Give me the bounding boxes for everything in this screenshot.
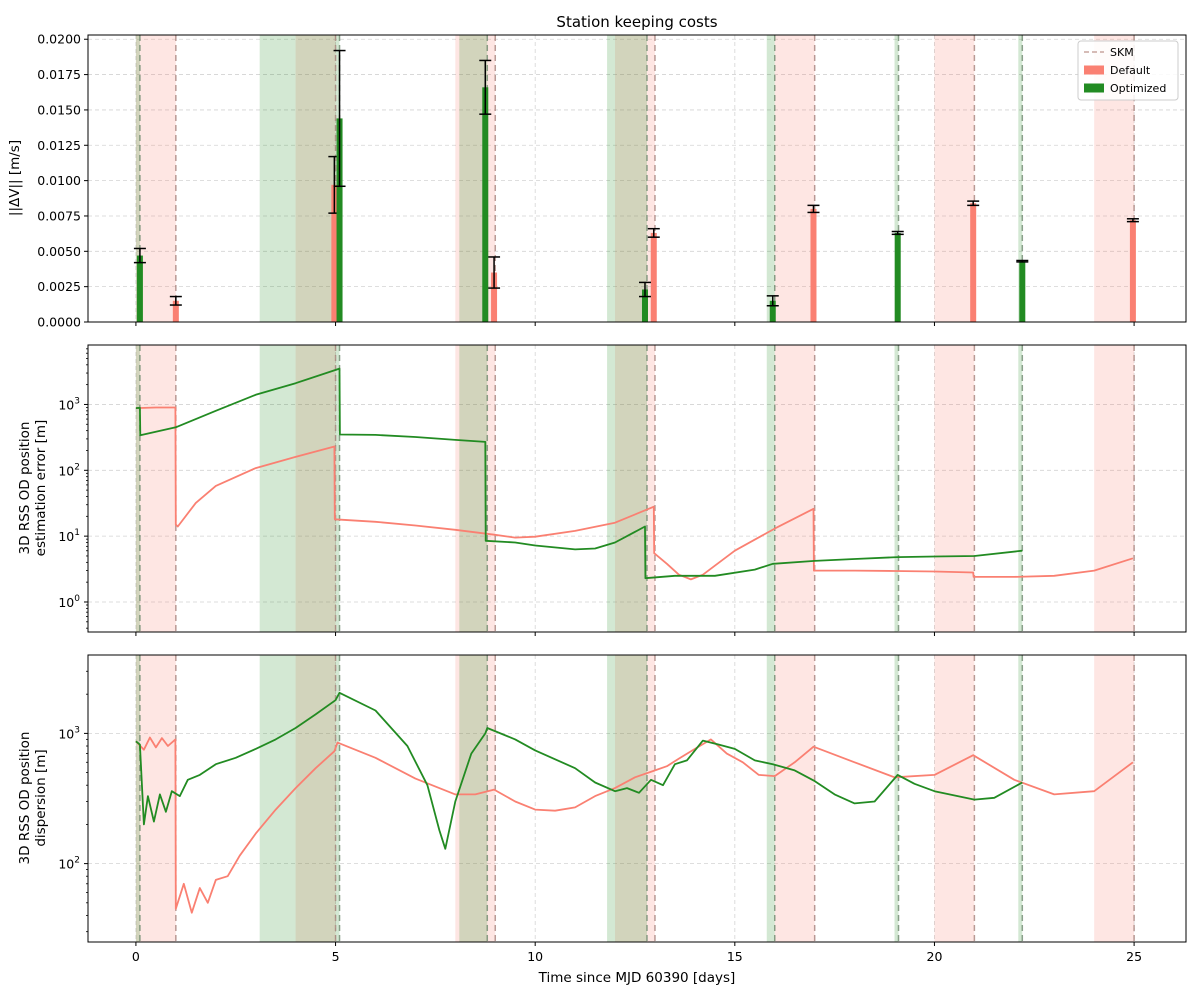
bar-optimized	[136, 255, 143, 322]
y-axis-label: 3D RSS OD position	[17, 732, 33, 865]
y-tick-label: 100	[58, 594, 80, 610]
bar-optimized	[769, 300, 776, 322]
chart-title: Station keeping costs	[556, 13, 717, 31]
y-tick-label: 0.0050	[37, 244, 81, 259]
bar-optimized	[336, 118, 343, 323]
panel-dispersion: 0 5 10 15 20 25 102 103 3D RSS OD position disp…	[17, 654, 1187, 986]
default-skm-window	[1094, 345, 1135, 632]
line-default	[135, 736, 1134, 914]
optimized-skm-window	[135, 35, 140, 322]
bar-optimized	[641, 289, 648, 322]
default-skm-window	[774, 35, 815, 322]
y-tick-label: 101	[58, 528, 80, 544]
default-skm-window	[934, 345, 975, 632]
optimized-skm-window	[607, 35, 647, 322]
default-skm-window	[295, 35, 336, 322]
default-skm-window	[615, 35, 655, 322]
optimized-skm-window	[1018, 35, 1023, 322]
optimized-skm-window	[894, 655, 899, 942]
bar-optimized	[894, 232, 901, 322]
y-tick-label: 103	[58, 396, 80, 412]
bar-default	[331, 184, 338, 322]
default-skm-window	[934, 35, 975, 322]
default-skm-window	[774, 655, 815, 942]
y-axis-label: ||ΔV|| [m/s]	[7, 140, 23, 216]
x-tick-label: 10	[527, 949, 543, 964]
default-skm-window	[295, 655, 336, 942]
axes-frame	[87, 34, 1187, 323]
axes-frame	[87, 344, 1187, 633]
x-axis-label: Time since MJD 60390 [days]	[538, 970, 736, 986]
y-tick-label: 0.0175	[37, 67, 81, 82]
default-skm-window	[615, 345, 655, 632]
bar-default	[172, 300, 179, 322]
default-skm-window	[455, 35, 496, 322]
y-axis-label: dispersion [m]	[33, 749, 49, 846]
y-tick-label: 0.0000	[37, 315, 81, 330]
optimized-skm-window	[894, 345, 899, 632]
x-tick-label: 25	[1126, 949, 1142, 964]
bar-default	[810, 208, 817, 322]
y-axis-label: estimation error [m]	[33, 420, 49, 557]
bar-default	[650, 232, 657, 322]
optimized-skm-window	[1018, 345, 1023, 632]
legend-swatch-default	[1084, 65, 1104, 75]
panel-station-keeping-costs: 0.0000 0.0025 0.0050 0.0075 0.0100 0.0125 0.01…	[7, 13, 1187, 330]
x-tick-label: 20	[927, 949, 943, 964]
optimized-skm-window	[894, 35, 899, 322]
default-skm-window	[774, 345, 815, 632]
optimized-skm-window	[766, 345, 775, 632]
legend: SKM Default Optimized	[1077, 40, 1179, 101]
default-skm-window	[295, 345, 336, 632]
bar-optimized	[1019, 261, 1026, 322]
y-axis-label: 3D RSS OD position	[17, 422, 33, 555]
y-tick-label: 0.0150	[37, 102, 81, 117]
optimized-skm-window	[259, 655, 340, 942]
y-tick-label: 102	[58, 856, 80, 872]
optimized-skm-window	[766, 655, 775, 942]
bar-optimized	[482, 87, 489, 322]
x-tick-label: 0	[132, 949, 140, 964]
default-skm-window	[455, 655, 496, 942]
panel-estimation-error: 100 101 102 103 3D RSS OD position estimati…	[17, 344, 1187, 636]
x-tick-label: 15	[727, 949, 743, 964]
default-skm-window	[135, 345, 176, 632]
bar-default	[1129, 220, 1136, 322]
y-tick-label: 0.0025	[37, 279, 81, 294]
optimized-skm-window	[607, 655, 647, 942]
optimized-skm-window	[135, 345, 140, 632]
optimized-skm-window	[459, 655, 488, 942]
y-tick-label: 0.0200	[37, 32, 81, 47]
optimized-skm-window	[259, 345, 340, 632]
optimized-skm-window	[766, 35, 775, 322]
optimized-skm-window	[459, 345, 488, 632]
optimized-skm-window	[1018, 655, 1023, 942]
y-tick-label: 0.0075	[37, 208, 81, 223]
y-tick-label: 0.0100	[37, 173, 81, 188]
line-optimized	[135, 367, 1023, 580]
x-tick-label: 5	[332, 949, 340, 964]
optimized-skm-window	[259, 35, 340, 322]
legend-swatch-optimized	[1084, 83, 1104, 93]
y-tick-label: 103	[58, 725, 80, 741]
bar-default	[491, 272, 498, 322]
legend-label: Default	[1110, 64, 1151, 77]
optimized-skm-window	[607, 345, 647, 632]
default-skm-window	[615, 655, 655, 942]
axes-frame	[87, 654, 1187, 943]
line-optimized	[135, 691, 1023, 850]
optimized-skm-window	[135, 655, 140, 942]
legend-label: SKM	[1110, 46, 1134, 59]
y-tick-label: 102	[58, 462, 80, 478]
default-skm-window	[455, 345, 496, 632]
line-default	[135, 406, 1134, 581]
legend-label: Optimized	[1110, 82, 1166, 95]
bar-default	[970, 203, 977, 322]
y-tick-label: 0.0125	[37, 138, 81, 153]
default-skm-window	[1094, 655, 1135, 942]
